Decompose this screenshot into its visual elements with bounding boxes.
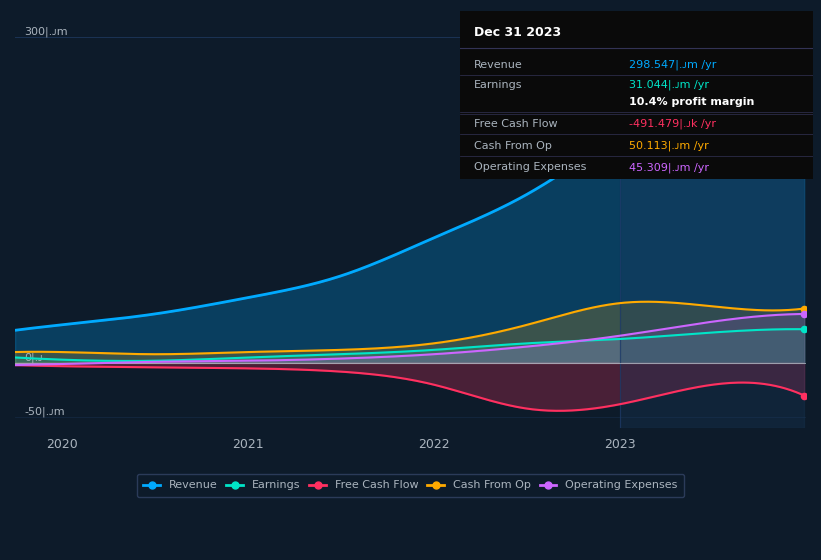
Bar [620, 15, 804, 428]
Text: 45.309|.ᴊm /yr: 45.309|.ᴊm /yr [629, 162, 709, 172]
Point [797, 391, 810, 400]
Point [797, 310, 810, 319]
Text: Free Cash Flow: Free Cash Flow [474, 119, 557, 129]
Text: Revenue: Revenue [474, 60, 523, 70]
Text: Earnings: Earnings [474, 80, 522, 90]
Text: 300|.ᴊm: 300|.ᴊm [25, 26, 68, 37]
Point [797, 325, 810, 334]
Point [797, 34, 810, 43]
Text: 50.113|.ᴊm /yr: 50.113|.ᴊm /yr [629, 141, 709, 151]
Text: Cash From Op: Cash From Op [474, 141, 552, 151]
Text: Operating Expenses: Operating Expenses [474, 162, 586, 172]
Legend: Revenue, Earnings, Free Cash Flow, Cash From Op, Operating Expenses: Revenue, Earnings, Free Cash Flow, Cash … [136, 474, 685, 497]
Text: 298.547|.ᴊm /yr: 298.547|.ᴊm /yr [629, 60, 717, 70]
Text: Dec 31 2023: Dec 31 2023 [474, 26, 561, 39]
Text: 0|.ᴊ: 0|.ᴊ [25, 352, 43, 363]
Text: -491.479|.ᴊk /yr: -491.479|.ᴊk /yr [629, 119, 716, 129]
Text: 10.4% profit margin: 10.4% profit margin [629, 97, 754, 107]
Text: -50|.ᴊm: -50|.ᴊm [25, 407, 65, 417]
Text: 31.044|.ᴊm /yr: 31.044|.ᴊm /yr [629, 80, 709, 90]
Point [797, 304, 810, 313]
